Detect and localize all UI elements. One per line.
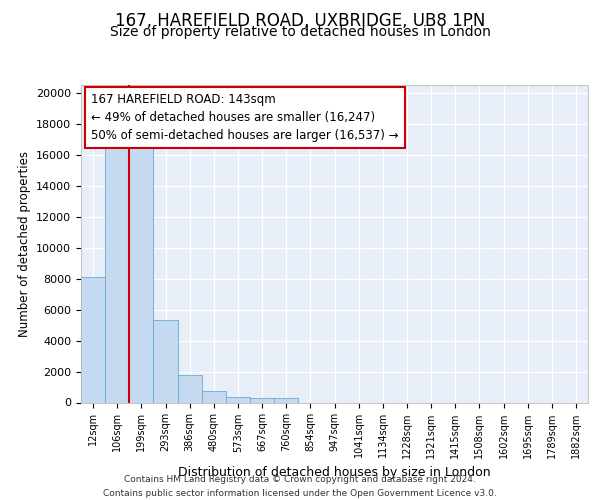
Bar: [250, 398, 274, 402]
Text: 167, HAREFIELD ROAD, UXBRIDGE, UB8 1PN: 167, HAREFIELD ROAD, UXBRIDGE, UB8 1PN: [115, 12, 485, 30]
Bar: [105, 146, 129, 402]
Y-axis label: Number of detached properties: Number of detached properties: [17, 151, 31, 337]
Text: 167 HAREFIELD ROAD: 143sqm
← 49% of detached houses are smaller (16,247)
50% of : 167 HAREFIELD ROAD: 143sqm ← 49% of deta…: [91, 93, 398, 142]
Bar: [178, 374, 202, 402]
Bar: [154, 320, 178, 402]
X-axis label: Distribution of detached houses by size in London: Distribution of detached houses by size …: [178, 466, 491, 479]
Bar: [202, 391, 226, 402]
Text: Size of property relative to detached houses in London: Size of property relative to detached ho…: [110, 25, 490, 39]
Text: Contains HM Land Registry data © Crown copyright and database right 2024.
Contai: Contains HM Land Registry data © Crown c…: [103, 476, 497, 498]
Bar: [81, 277, 105, 402]
Bar: [274, 398, 298, 402]
Bar: [226, 396, 250, 402]
Bar: [129, 146, 154, 402]
